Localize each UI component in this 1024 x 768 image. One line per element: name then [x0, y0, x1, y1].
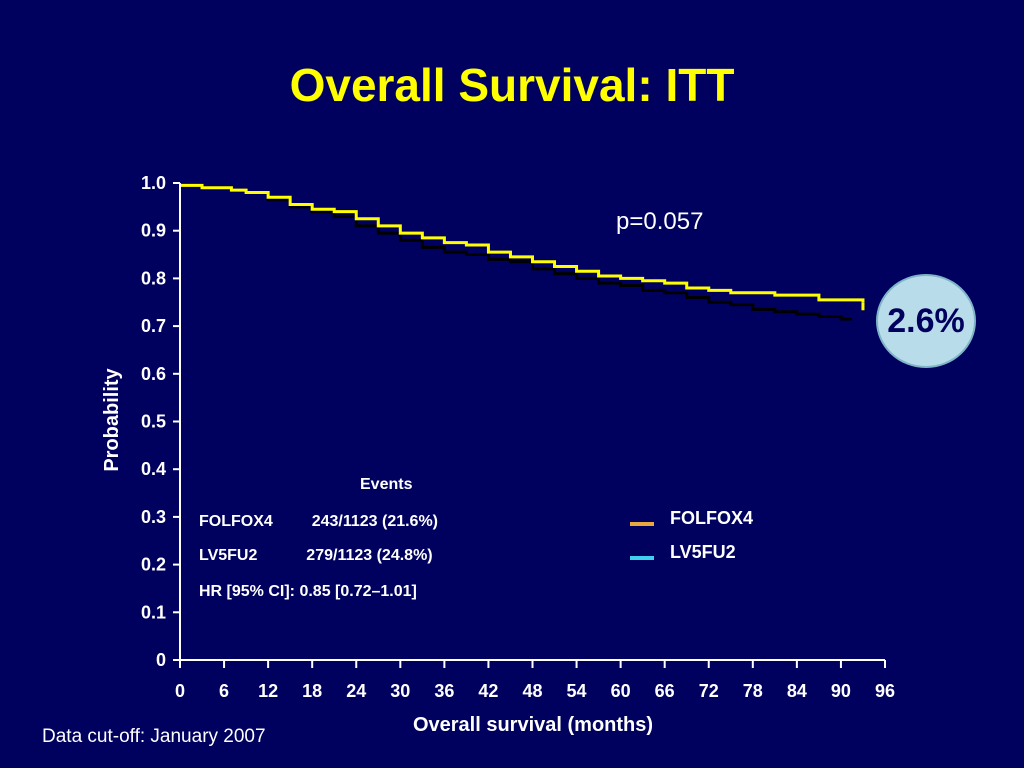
series-line-folfox4: [180, 183, 865, 303]
y-tick-label: 0.9: [141, 221, 166, 241]
y-tick-label: 0.5: [141, 412, 166, 432]
events-row-name: FOLFOX4: [199, 513, 273, 530]
x-tick-label: 96: [875, 681, 895, 701]
x-tick-label: 90: [831, 681, 851, 701]
y-tick-label: 0.2: [141, 555, 166, 575]
x-tick-label: 48: [522, 681, 542, 701]
legend-label: LV5FU2: [670, 542, 736, 562]
legend-label: FOLFOX4: [670, 508, 754, 528]
x-tick-label: 36: [434, 681, 454, 701]
x-tick-label: 78: [743, 681, 763, 701]
x-tick-label: 12: [258, 681, 278, 701]
x-tick-label: 66: [655, 681, 675, 701]
x-tick-label: 18: [302, 681, 322, 701]
x-tick-label: 30: [390, 681, 410, 701]
x-tick-label: 54: [567, 681, 587, 701]
events-row-lv5fu2: LV5FU2 279/1123 (24.8%): [199, 547, 433, 565]
events-row-value: 279/1123 (24.8%): [306, 547, 433, 564]
x-tick-label: 60: [611, 681, 631, 701]
x-tick-label: 42: [478, 681, 498, 701]
x-tick-label: 0: [175, 681, 185, 701]
difference-badge-label: 2.6%: [887, 301, 965, 340]
hazard-ratio: HR [95% CI]: 0.85 [0.72–1.01]: [199, 583, 417, 600]
series-line-lv5fu2: [180, 183, 852, 321]
y-tick-label: 0.4: [141, 459, 166, 479]
y-tick-label: 0: [156, 650, 166, 670]
legend-item-lv5fu2: LV5FU2: [630, 542, 736, 563]
y-tick-label: 0.1: [141, 602, 166, 622]
y-tick-label: 0.3: [141, 507, 166, 527]
footnote: Data cut-off: January 2007: [42, 726, 266, 747]
difference-badge: 2.6%: [876, 274, 976, 368]
y-tick-label: 0.6: [141, 364, 166, 384]
p-value: p=0.057: [616, 208, 704, 235]
y-tick-label: 0.8: [141, 268, 166, 288]
x-tick-label: 84: [787, 681, 807, 701]
legend-swatch-folfox4: [630, 521, 654, 526]
x-axis-label: Overall survival (months): [413, 714, 653, 736]
events-row-folfox4: FOLFOX4 243/1123 (21.6%): [199, 513, 438, 531]
chart-title: Overall Survival: ITT: [289, 59, 735, 111]
events-row-value: 243/1123 (21.6%): [311, 513, 439, 530]
x-tick-label: 72: [699, 681, 719, 701]
legend-swatch-lv5fu2: [630, 555, 654, 560]
x-tick-label: 24: [346, 681, 366, 701]
events-row-name: LV5FU2: [199, 547, 258, 564]
legend-item-folfox4: FOLFOX4: [630, 508, 753, 529]
y-tick-label: 0.7: [141, 316, 166, 336]
y-tick-label: 1.0: [141, 173, 166, 193]
events-title: Events: [360, 476, 413, 493]
x-tick-label: 6: [219, 681, 229, 701]
y-axis-label: Probability: [101, 367, 123, 471]
